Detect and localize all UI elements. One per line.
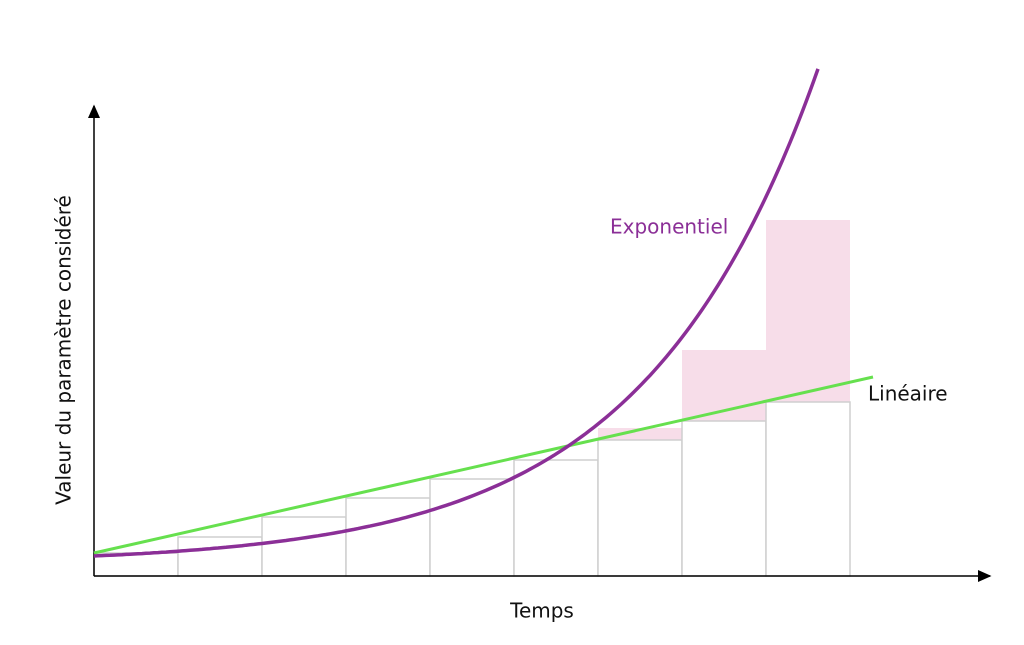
excess-block	[766, 220, 850, 402]
step-block	[261, 516, 347, 577]
y-axis-label: Valeur du paramètre considéré	[52, 195, 76, 505]
step-block	[429, 478, 515, 577]
linear-label: Linéaire	[868, 382, 948, 406]
step-block	[345, 497, 431, 577]
step-block	[177, 536, 263, 577]
step-block	[513, 459, 599, 577]
step-bars	[93, 220, 851, 577]
excess-block	[598, 428, 682, 440]
x-axis-label: Temps	[509, 599, 574, 623]
step-block	[681, 420, 767, 577]
exponential-curve	[93, 68, 820, 558]
step-block	[597, 439, 683, 577]
linear-line	[93, 375, 874, 555]
exponential-label: Exponentiel	[610, 215, 728, 239]
step-block	[765, 401, 851, 577]
